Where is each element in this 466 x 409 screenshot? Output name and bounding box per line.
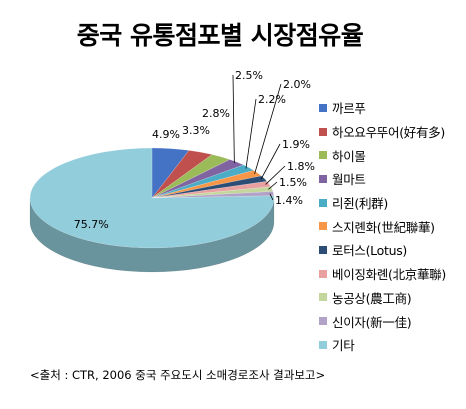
- leader-line-9: [269, 193, 274, 201]
- legend-swatch: [319, 317, 327, 326]
- legend-label: 까르푸: [332, 101, 366, 117]
- source-note: <출처 : CTR, 2006 중국 주요도시 소매경로조사 결과보고>: [30, 368, 326, 382]
- legend-swatch: [319, 151, 327, 160]
- legend-label: 기타: [332, 338, 355, 354]
- legend-item: 하이몰: [319, 143, 466, 167]
- legend-item: 하오요우뚜어(好有多): [319, 120, 466, 144]
- legend-label: 리쥔(利群): [332, 196, 388, 212]
- data-label-0: 4.9%: [152, 128, 180, 141]
- legend-item: 까르푸: [319, 96, 466, 120]
- legend-item: 스지롄화(世紀聯華): [319, 214, 466, 238]
- chart-title: 중국 유통점포별 시장점유율: [76, 21, 364, 50]
- leader-line-7: [265, 165, 286, 185]
- legend-label: 로터스(Lotus): [332, 243, 407, 259]
- legend-label: 하오요우뚜어(好有多): [332, 125, 445, 141]
- legend-swatch: [319, 340, 327, 349]
- data-label-3: 2.5%: [235, 69, 263, 82]
- data-label-9: 1.4%: [275, 194, 303, 207]
- data-label-1: 3.3%: [182, 124, 210, 137]
- legend-item: 신이자(新一佳): [319, 309, 466, 333]
- leader-line-6: [260, 143, 281, 180]
- pie-slice-0: [151, 147, 190, 199]
- data-label-7: 1.8%: [287, 160, 315, 173]
- legend-item: 농공상(農工商): [319, 286, 466, 310]
- legend-label: 신이자(新一佳): [332, 314, 412, 330]
- legend-item: 리쥔(利群): [319, 191, 466, 215]
- legend-swatch: [319, 174, 327, 183]
- legend-label: 농공상(農工商): [332, 290, 412, 306]
- data-label-4: 2.2%: [258, 93, 286, 106]
- data-label-5: 2.0%: [283, 78, 311, 91]
- leader-line-4: [245, 98, 257, 169]
- legend-swatch: [319, 269, 327, 278]
- legend-swatch: [319, 245, 327, 254]
- legend-label: 하이몰: [332, 148, 366, 164]
- legend-swatch: [319, 293, 327, 302]
- pie-slice-4: [151, 164, 255, 199]
- legend-item: 월마트: [319, 167, 466, 191]
- pie-slice-5: [151, 170, 262, 199]
- pie-slice-3: [151, 159, 245, 199]
- pie-slice-2: [151, 154, 231, 199]
- legend-label: 베이징화롄(北京華聯): [332, 267, 446, 283]
- pie-slice-9: [151, 191, 275, 199]
- legend-item: 기타: [319, 333, 466, 357]
- leader-line-3: [232, 74, 235, 164]
- leader-line-8: [268, 181, 278, 190]
- legend-swatch: [319, 103, 327, 112]
- legend-label: 월마트: [332, 172, 366, 188]
- data-label-2: 2.8%: [202, 107, 230, 120]
- legend-item: 로터스(Lotus): [319, 238, 466, 262]
- data-label-10: 75.7%: [74, 218, 109, 231]
- legend-item: 베이징화롄(北京華聯): [319, 262, 466, 286]
- legend-swatch: [319, 222, 327, 231]
- leader-line-5: [254, 83, 282, 174]
- pie-slice-6: [151, 175, 268, 199]
- legend-swatch: [319, 198, 327, 207]
- pie-slice-10: [29, 147, 275, 249]
- legend-label: 스지롄화(世紀聯華): [332, 219, 435, 235]
- data-label-6: 1.9%: [282, 138, 310, 151]
- legend-swatch: [319, 127, 327, 136]
- pie-slice-1: [151, 150, 213, 199]
- data-label-8: 1.5%: [279, 176, 307, 189]
